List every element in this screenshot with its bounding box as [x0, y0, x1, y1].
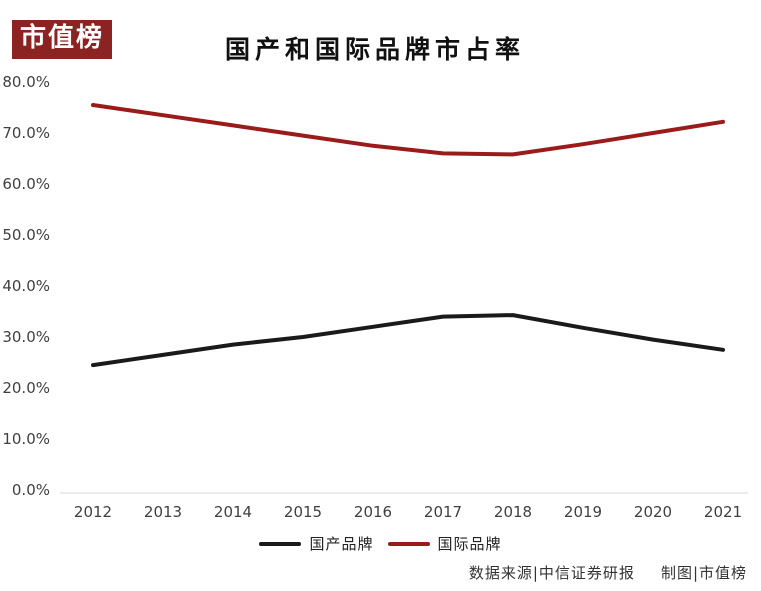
- legend-item-domestic: 国产品牌: [259, 533, 373, 554]
- x-axis-tick-label: 2013: [144, 503, 182, 521]
- legend-label-international: 国际品牌: [437, 535, 502, 553]
- site-logo: 市值榜: [12, 20, 113, 59]
- x-axis-tick-label: 2017: [424, 503, 462, 521]
- x-axis-tick-label: 2018: [494, 503, 532, 521]
- x-axis-tick-label: 2019: [564, 503, 602, 521]
- chart-footer: 数据来源|中信证券研报 制图|市值榜: [469, 562, 747, 583]
- x-axis-tick-label: 2016: [354, 503, 392, 521]
- legend-swatch-international: [387, 541, 430, 546]
- y-axis-tick-label: 0.0%: [12, 481, 50, 499]
- legend-swatch-domestic: [259, 541, 302, 546]
- data-source-label: 数据来源|中信证券研报: [468, 564, 635, 582]
- y-axis-tick-label: 20.0%: [2, 379, 50, 397]
- y-axis-tick-label: 60.0%: [2, 175, 50, 193]
- y-axis-tick-label: 30.0%: [2, 328, 50, 346]
- y-axis-tick-label: 10.0%: [2, 430, 50, 448]
- chart-title: 国产和国际品牌市占率: [224, 35, 525, 64]
- y-axis-tick-label: 70.0%: [2, 124, 50, 142]
- y-axis-tick-label: 40.0%: [2, 277, 50, 295]
- x-axis-tick-label: 2012: [74, 503, 112, 521]
- credit-label: 制图|市值榜: [660, 564, 747, 582]
- series-line-1: [91, 103, 725, 157]
- x-axis-tick-label: 2015: [284, 503, 322, 521]
- line-chart: 0.0% 10.0% 20.0% 30.0% 40.0% 50.0% 60.0% 70.0% 8…: [2, 73, 748, 521]
- chart-legend: 国产品牌 国际品牌: [0, 533, 761, 554]
- legend-item-international: 国际品牌: [387, 533, 502, 554]
- y-axis-tick-label: 80.0%: [2, 73, 50, 91]
- series-line-0: [91, 313, 725, 368]
- y-axis-tick-label: 50.0%: [2, 226, 50, 244]
- x-axis-tick-label: 2020: [634, 503, 672, 521]
- legend-label-domestic: 国产品牌: [309, 535, 374, 553]
- x-axis-tick-label: 2021: [704, 503, 742, 521]
- x-axis-tick-label: 2014: [214, 503, 252, 521]
